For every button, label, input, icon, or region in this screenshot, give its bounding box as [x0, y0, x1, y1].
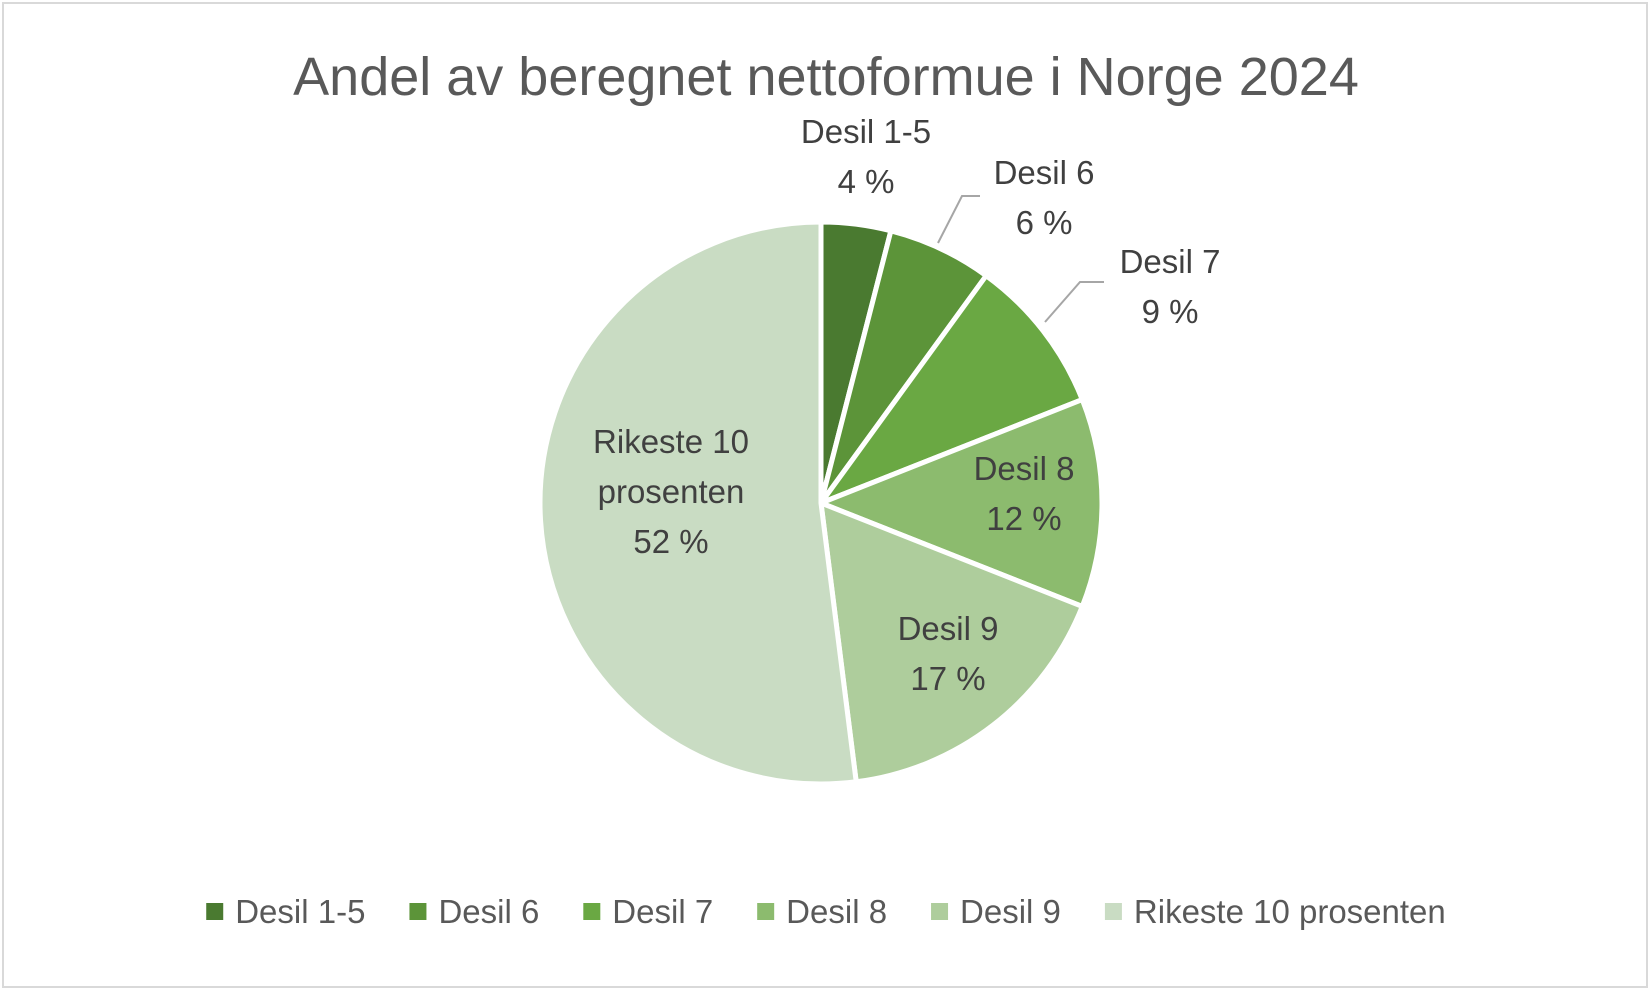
pie-slice-desil-7 [818, 273, 1085, 506]
legend-swatch-desil-9 [931, 903, 949, 920]
legend-swatch-desil-6 [409, 903, 427, 920]
data-label-desil-1-5: Desil 1-5 4 % [801, 113, 931, 200]
data-label-line: Desil 6 [994, 154, 1095, 191]
legend-label-desil-8: Desil 8 [786, 893, 887, 930]
leader-line-desil-7 [1044, 281, 1104, 323]
legend-label-desil-6: Desil 6 [438, 893, 539, 930]
data-label-line: prosenten [598, 473, 745, 510]
legend-swatch-desil-8 [757, 903, 775, 920]
data-label-line: Desil 1-5 [801, 113, 931, 150]
data-label-line: Desil 9 [898, 610, 999, 647]
chart-title: Andel av beregnet nettoformue i Norge 20… [293, 47, 1359, 107]
data-label-line: 52 % [633, 523, 708, 560]
data-label-line: Rikeste 10 [593, 423, 749, 460]
data-label-desil-9: Desil 9 17 % [898, 610, 999, 697]
legend-label-rikeste-10-prosenten: Rikeste 10 prosenten [1134, 893, 1446, 930]
pie-slice-rikeste-10-prosenten [537, 219, 859, 787]
data-label-line: 6 % [1016, 204, 1073, 241]
legend-swatch-desil-1-5 [206, 903, 224, 920]
legend-swatch-rikeste-10-prosenten [1104, 903, 1122, 920]
legend-label-desil-9: Desil 9 [960, 893, 1061, 930]
legend-label-desil-7: Desil 7 [612, 893, 713, 930]
pie-slice-desil-8 [818, 397, 1105, 609]
legend-swatch-desil-7 [583, 903, 601, 920]
legend-label-desil-1-5: Desil 1-5 [235, 893, 365, 930]
data-label-line: 9 % [1142, 293, 1199, 330]
pie-slice-desil-9 [818, 500, 1085, 785]
data-label-line: 12 % [986, 500, 1061, 537]
leader-line-desil-6 [937, 195, 980, 244]
data-label-desil-8: Desil 8 12 % [974, 450, 1075, 537]
data-label-desil-6: Desil 6 6 % [994, 154, 1095, 241]
data-label-line: 17 % [910, 660, 985, 697]
data-label-line: Desil 8 [974, 450, 1075, 487]
data-label-desil-7: Desil 7 9 % [1120, 243, 1221, 330]
data-label-line: 4 % [838, 163, 895, 200]
data-label-line: Desil 7 [1120, 243, 1221, 280]
data-label-rikeste-10-prosenten: Rikeste 10 prosenten 52 % [593, 423, 749, 560]
